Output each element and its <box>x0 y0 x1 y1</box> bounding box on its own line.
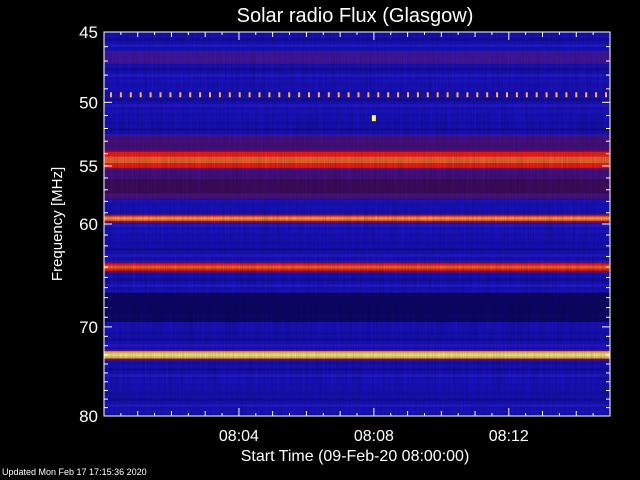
interference-dot <box>466 92 469 98</box>
y-tick-label: 80 <box>79 407 98 426</box>
y-axis-label: Frequency [MHz] <box>49 167 66 281</box>
interference-dot <box>387 92 390 98</box>
interference-dot <box>218 92 221 98</box>
interference-dot <box>169 92 172 98</box>
interference-dot <box>337 92 340 98</box>
interference-dot <box>535 92 538 98</box>
interference-dot <box>189 92 192 98</box>
interference-dot <box>327 92 330 98</box>
interference-dot <box>317 92 320 98</box>
interference-dot <box>506 92 508 98</box>
interference-dot <box>308 92 310 98</box>
interference-dot <box>605 92 607 98</box>
chart-title: Solar radio Flux (Glasgow) <box>237 5 474 27</box>
interference-dot <box>377 92 380 98</box>
interference-dot <box>199 92 202 98</box>
interference-dot <box>357 92 360 98</box>
x-axis-label: Start Time (09-Feb-20 08:00:00) <box>241 448 470 465</box>
interference-dot <box>416 92 419 98</box>
interference-dot <box>288 92 291 98</box>
interference-dot <box>407 92 409 98</box>
interference-dot <box>525 92 528 98</box>
updated-timestamp: Updated Mon Feb 17 17:15:36 2020 <box>2 467 147 477</box>
interference-dot <box>575 92 578 98</box>
x-tick-label: 08:08 <box>354 428 394 445</box>
interference-dot <box>426 92 429 98</box>
bright-spot <box>371 115 376 122</box>
interference-dot <box>238 92 241 98</box>
interference-dot <box>110 92 112 98</box>
interference-dot <box>278 92 281 98</box>
interference-dot <box>565 92 568 98</box>
interference-dot <box>258 92 261 98</box>
dotted-interference-line <box>110 92 607 98</box>
interference-dot <box>209 92 211 98</box>
interference-dot <box>436 92 439 98</box>
y-tick-label: 55 <box>79 157 98 176</box>
y-tick-label: 70 <box>79 318 98 337</box>
y-axis: 45 50 55 60 70 80 <box>79 23 610 426</box>
interference-dot <box>149 92 152 98</box>
interference-dot <box>129 92 132 98</box>
interference-dot <box>347 92 350 98</box>
interference-dot <box>228 92 231 98</box>
interference-dot <box>446 92 449 98</box>
plot-area <box>104 32 610 416</box>
interference-dot <box>585 92 588 98</box>
interference-dot <box>397 92 400 98</box>
interference-dot <box>298 92 301 98</box>
interference-dot <box>595 92 598 98</box>
interference-dot <box>496 92 499 98</box>
x-tick-label: 08:04 <box>219 428 259 445</box>
x-axis: 08:04 08:08 08:12 <box>103 32 611 445</box>
interference-dot <box>456 92 459 98</box>
interference-dot <box>545 92 548 98</box>
y-tick-label: 60 <box>79 215 98 234</box>
interference-dot <box>268 92 271 98</box>
interference-dot <box>367 92 370 98</box>
interference-dot <box>476 92 479 98</box>
interference-dot <box>139 92 142 98</box>
interference-dot <box>555 92 558 98</box>
interference-dot <box>486 92 489 98</box>
x-tick-label: 08:12 <box>489 428 529 445</box>
y-tick-label: 50 <box>79 93 98 112</box>
interference-dot <box>159 92 162 98</box>
interference-dot <box>179 92 182 98</box>
interference-dot <box>248 92 251 98</box>
y-tick-label: 45 <box>79 23 98 42</box>
interference-dot <box>515 92 518 98</box>
interference-dot <box>119 92 122 98</box>
noise-overlay <box>104 32 610 416</box>
